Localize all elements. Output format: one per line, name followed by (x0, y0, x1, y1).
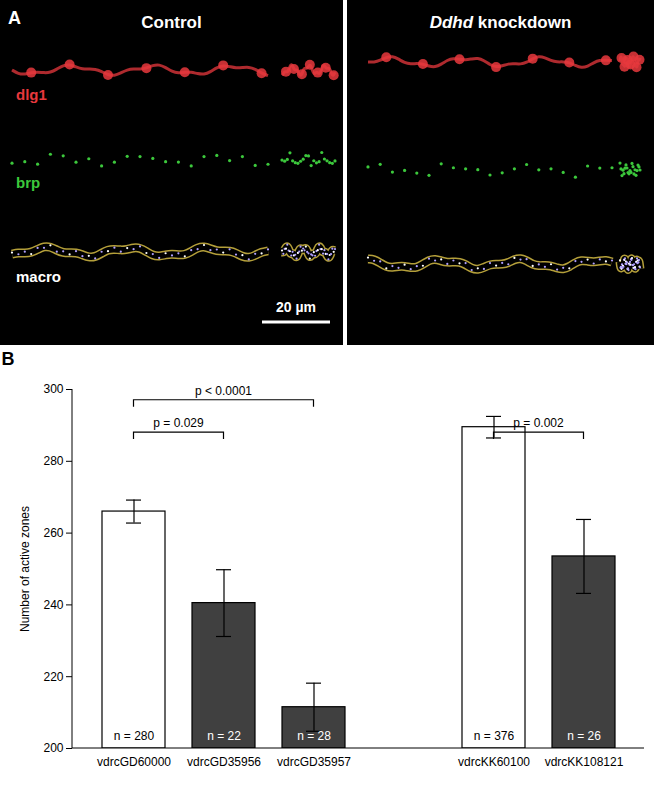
svg-text:vdrcKK60100: vdrcKK60100 (458, 755, 530, 769)
svg-text:n = 280: n = 280 (114, 729, 155, 743)
svg-text:vdrcGD35956: vdrcGD35956 (187, 755, 261, 769)
svg-text:240: 240 (43, 598, 63, 612)
svg-text:vdrcKK108121: vdrcKK108121 (545, 755, 624, 769)
svg-text:brp: brp (16, 174, 40, 191)
svg-text:n = 26: n = 26 (567, 729, 601, 743)
svg-text:Ddhd knockdown: Ddhd knockdown (430, 13, 572, 32)
svg-text:260: 260 (43, 526, 63, 540)
svg-text:Control: Control (141, 13, 201, 32)
svg-text:vdrcGD35957: vdrcGD35957 (277, 755, 351, 769)
svg-text:p = 0.002: p = 0.002 (513, 416, 564, 430)
svg-text:n = 22: n = 22 (207, 729, 241, 743)
svg-text:20 µm: 20 µm (276, 299, 316, 315)
svg-text:280: 280 (43, 454, 63, 468)
svg-text:200: 200 (43, 741, 63, 755)
svg-text:vdrcGD60000: vdrcGD60000 (97, 755, 171, 769)
svg-text:n = 376: n = 376 (474, 729, 515, 743)
svg-text:macro: macro (16, 268, 61, 285)
svg-text:p < 0.0001: p < 0.0001 (195, 384, 252, 398)
svg-text:B: B (2, 349, 15, 369)
svg-text:A: A (8, 8, 21, 28)
svg-text:n = 28: n = 28 (297, 729, 331, 743)
svg-text:220: 220 (43, 670, 63, 684)
svg-text:300: 300 (43, 382, 63, 396)
svg-text:Number of active zones: Number of active zones (18, 506, 32, 632)
svg-text:dlg1: dlg1 (16, 86, 47, 103)
svg-text:p = 0.029: p = 0.029 (153, 416, 204, 430)
